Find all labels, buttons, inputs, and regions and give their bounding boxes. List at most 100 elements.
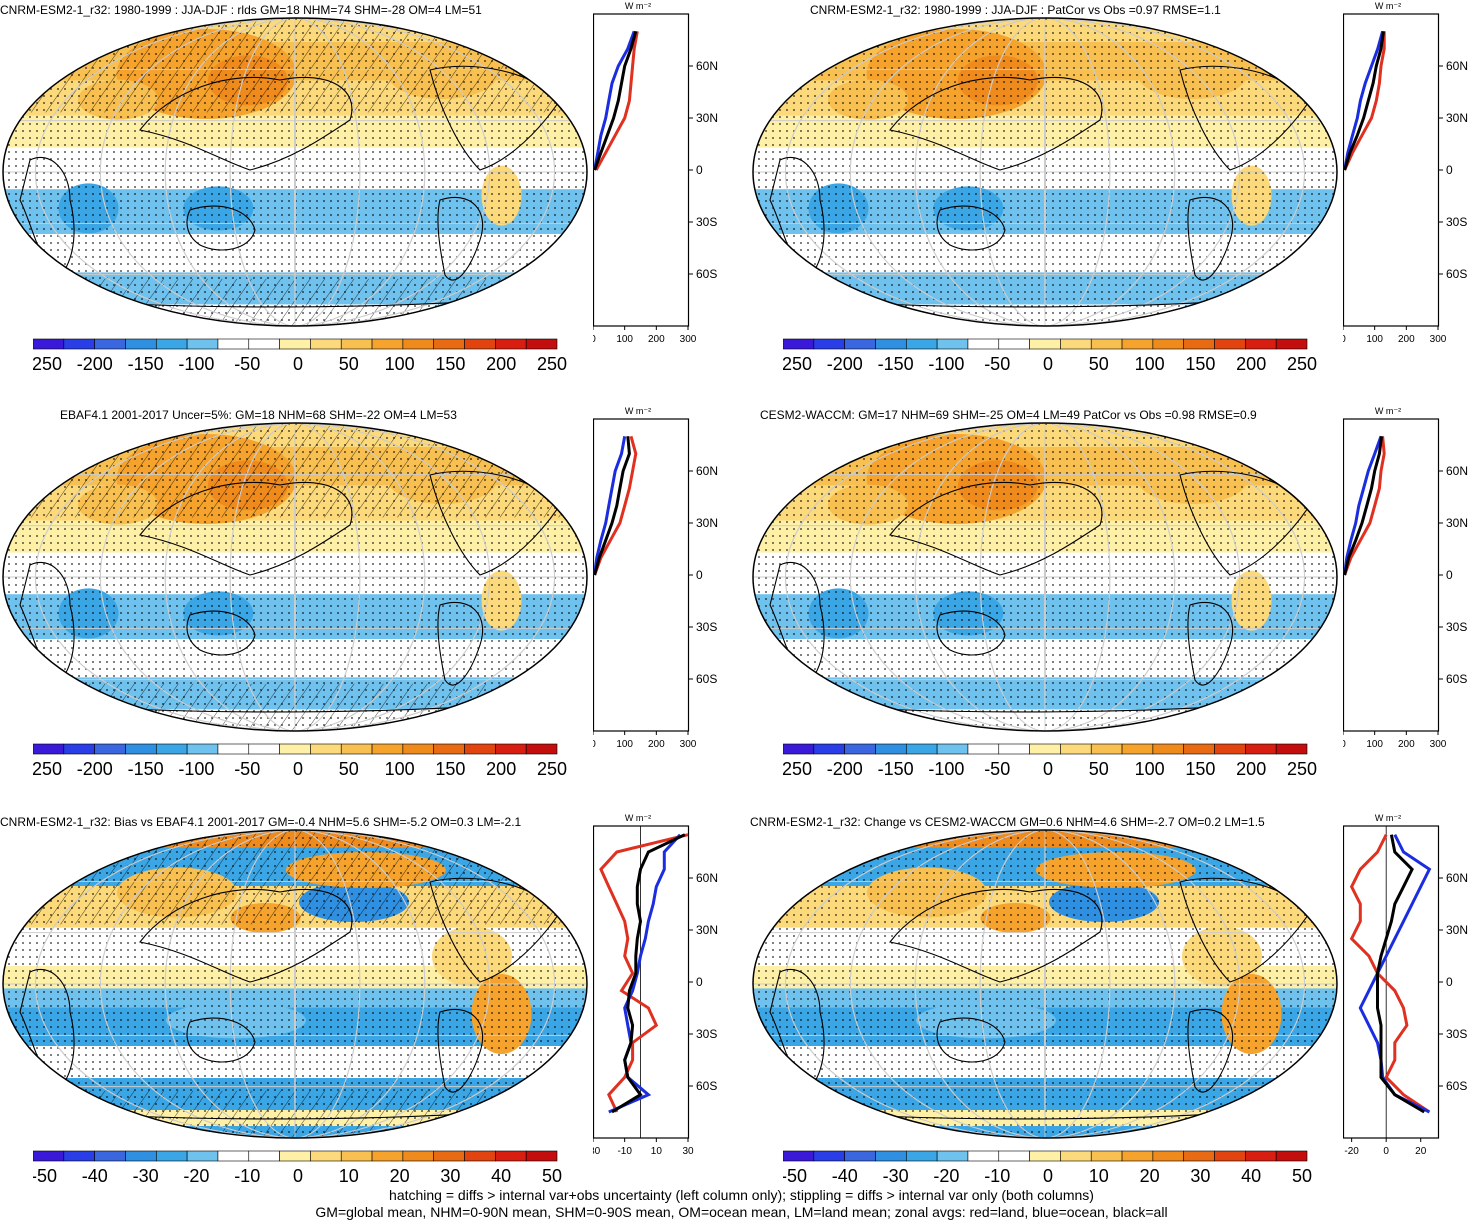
colorbar-cell: [279, 1150, 311, 1162]
colorbar-cell: [844, 1150, 876, 1162]
colorbar-cell: [125, 338, 157, 350]
coastline: [437, 1008, 484, 1093]
graticule-lon: [1044, 18, 1046, 326]
colorbar-cell: [310, 1150, 342, 1162]
colorbar-cell: [464, 743, 496, 755]
colorbar-cell: [1214, 338, 1246, 350]
colorbar-cell: [1275, 338, 1308, 350]
colorbar-cell: [905, 743, 938, 755]
coastline: [139, 76, 353, 171]
coastline: [19, 562, 75, 686]
lat-tick-label: 30S: [696, 215, 717, 229]
colorbar-cell: [186, 1150, 219, 1162]
colorbar: -250 -200 -150 -100 -50 0 50 100 150 200 250: [783, 338, 1317, 374]
coastline: [936, 1017, 1006, 1063]
colorbar-cell: [125, 1150, 157, 1162]
coastline: [889, 76, 1103, 171]
panel-2: CNRM-ESM2-1_r32: 1980-1999 : JJA-DJF : P…: [750, 0, 1483, 400]
zonal-units: W m⁻²: [1375, 1, 1401, 11]
colorbar-cell: [998, 338, 1030, 350]
graticule-lon: [294, 423, 296, 731]
panel-1: CNRM-ESM2-1_r32: 1980-1999 : JJA-DJF : r…: [0, 0, 745, 400]
colorbar-cell: [1183, 1150, 1215, 1162]
colorbar-cell: [94, 338, 126, 350]
coastline: [936, 610, 1006, 656]
lat-tick-label: 60S: [696, 1079, 717, 1093]
graticule-lon: [34, 423, 556, 731]
colorbar-cell: [1090, 1150, 1123, 1162]
graticule-lon: [164, 423, 426, 731]
colorbar-cell: [813, 338, 845, 350]
zonal-frame: [1343, 13, 1440, 327]
colorbar-cell: [33, 1150, 65, 1162]
colorbar-label: -20: [183, 1166, 209, 1186]
graticule-lon: [99, 18, 491, 326]
panel-title: CESM2-WACCM: GM=17 NHM=69 SHM=-25 OM=4 L…: [760, 408, 1257, 422]
x-tick-label: 0: [593, 334, 596, 345]
colorbar-cell: [1121, 338, 1154, 350]
graticule-lon: [784, 18, 1306, 326]
colorbar-cell: [1214, 743, 1246, 755]
graticule-lon: [34, 830, 556, 1138]
colorbar-label: -50: [234, 354, 260, 374]
colorbar-cell: [371, 743, 404, 755]
zonal-frame: [1343, 418, 1440, 732]
map-plot: [2, 17, 588, 327]
colorbar-cell: [186, 743, 219, 755]
x-tick-label: -20: [1344, 1146, 1359, 1157]
zonal-line-all: [1343, 436, 1384, 576]
map-plot: [752, 17, 1338, 327]
coastline: [437, 601, 484, 686]
colorbar-cell: [1060, 1150, 1092, 1162]
colorbar-label: 100: [385, 759, 415, 779]
graticule-lon: [229, 830, 361, 1138]
colorbar-cell: [63, 1150, 95, 1162]
colorbar-cell: [905, 1150, 938, 1162]
colorbar-cell: [1183, 743, 1215, 755]
colorbar-cell: [936, 743, 969, 755]
footer-line-1: hatching = diffs > internal var+obs unce…: [389, 1187, 1094, 1203]
colorbar-label: 10: [1089, 1166, 1109, 1186]
lat-tick-label: 60S: [1446, 267, 1467, 281]
zonal-line-ocean: [1343, 30, 1385, 171]
coastline: [19, 969, 75, 1093]
x-tick-label: 300: [1430, 334, 1447, 345]
graticule-lon: [294, 830, 296, 1138]
colorbar-cell: [967, 1150, 1000, 1162]
colorbar-cell: [248, 1150, 280, 1162]
coastline: [769, 562, 825, 686]
colorbar-cell: [279, 338, 311, 350]
colorbar-label: 50: [1292, 1166, 1312, 1186]
colorbar-cell: [1060, 743, 1092, 755]
colorbar-label: 30: [1190, 1166, 1210, 1186]
colorbar-cell: [1060, 338, 1092, 350]
colorbar-label: 150: [435, 759, 465, 779]
graticule-lon: [914, 423, 1176, 731]
lat-tick-label: 0: [696, 568, 703, 582]
colorbar-cell: [875, 743, 907, 755]
colorbar-label: 200: [1236, 354, 1266, 374]
colorbar-label: 20: [390, 1166, 410, 1186]
panel-title: CNRM-ESM2-1_r32: Change vs CESM2-WACCM G…: [750, 815, 1265, 829]
x-tick-label: 300: [680, 334, 697, 345]
colorbar-cell: [94, 743, 126, 755]
colorbar-label: 0: [293, 759, 303, 779]
colorbar-cell: [998, 743, 1030, 755]
colorbar-cell: [495, 1150, 527, 1162]
colorbar-label: -100: [928, 354, 964, 374]
x-tick-label: 100: [616, 334, 633, 345]
lat-tick-label: 30N: [696, 111, 718, 125]
colorbar-cell: [1214, 1150, 1246, 1162]
colorbar-label: -150: [878, 354, 914, 374]
zonal-mean-plot: W m⁻² 60N 30N 0 30S 60S 0 100 200 300: [1343, 1, 1468, 345]
lat-tick-label: 30N: [1446, 923, 1468, 937]
panel-5: CNRM-ESM2-1_r32: Bias vs EBAF4.1 2001-20…: [0, 812, 745, 1212]
coastline: [429, 877, 561, 983]
colorbar-label: 50: [1089, 759, 1109, 779]
lat-tick-label: 0: [696, 163, 703, 177]
zonal-line-all: [1376, 834, 1425, 1114]
colorbar-label: -200: [827, 354, 863, 374]
lat-tick-label: 60N: [1446, 59, 1468, 73]
colorbar-cell: [1090, 743, 1123, 755]
zonal-units: W m⁻²: [625, 406, 651, 416]
